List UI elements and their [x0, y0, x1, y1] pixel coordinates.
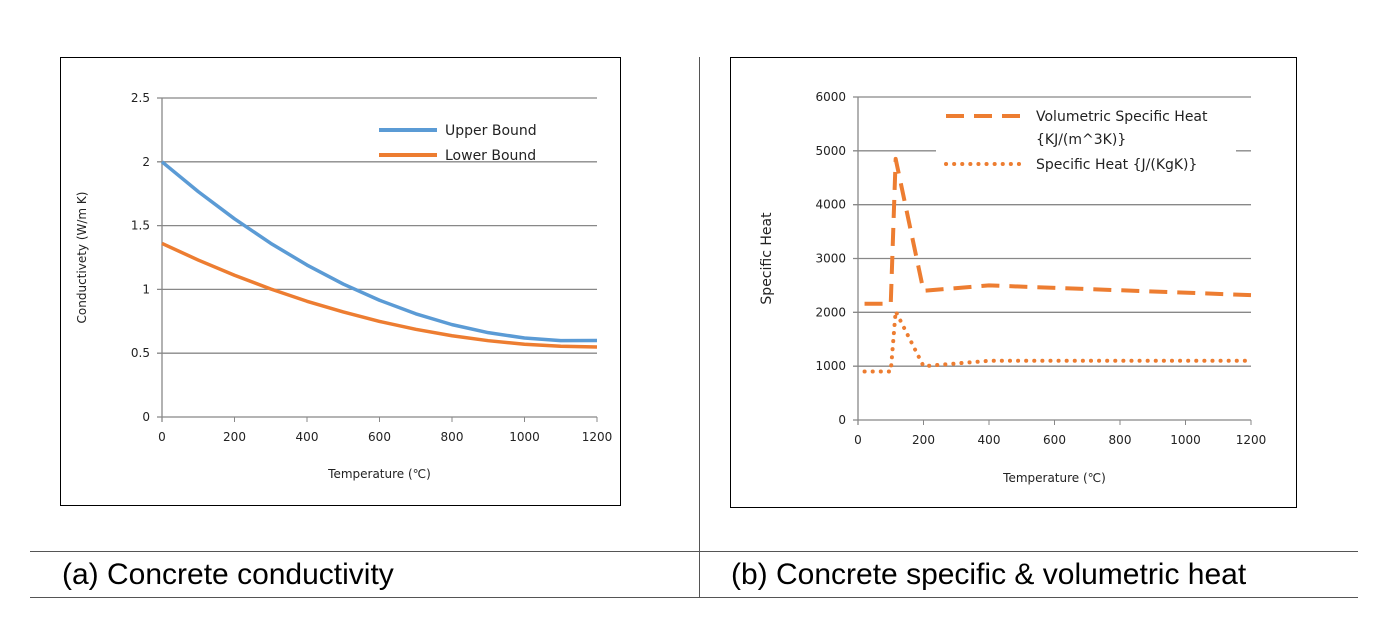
y-tick-label: 1.5 — [131, 219, 150, 233]
x-tick-label: 400 — [296, 430, 319, 444]
x-tick-label: 800 — [441, 430, 464, 444]
column-divider — [699, 57, 700, 597]
y-tick-label: 0 — [838, 413, 846, 427]
x-tick-label: 600 — [1043, 433, 1066, 447]
y-tick-label: 5000 — [815, 144, 846, 158]
y-tick-label: 1000 — [815, 359, 846, 373]
y-tick-label: 0 — [142, 410, 150, 424]
legend-background — [936, 98, 1236, 180]
y-tick-label: 4000 — [815, 198, 846, 212]
x-tick-label: 1000 — [509, 430, 540, 444]
y-tick-label: 2000 — [815, 305, 846, 319]
y-axis-label: Specific Heat — [759, 212, 775, 305]
x-tick-label: 1200 — [1236, 433, 1267, 447]
legend-label: {KJ/(m^3K)} — [1036, 132, 1126, 148]
x-tick-label: 400 — [978, 433, 1001, 447]
series-line-0 — [160, 160, 598, 343]
x-tick-label: 200 — [912, 433, 935, 447]
x-tick-label: 0 — [158, 430, 166, 444]
y-tick-label: 3000 — [815, 252, 846, 266]
caption-bottom-rule — [30, 597, 1358, 598]
legend-background — [369, 112, 579, 160]
legend-label: Lower Bound — [445, 148, 536, 164]
conductivity-chart: 0 0.5 1 1.5 2 2.5 0 200 400 600 800 1000 1200 Tempera… — [75, 91, 613, 481]
caption-top-rule — [30, 551, 1358, 552]
x-tick-label: 1000 — [1170, 433, 1201, 447]
y-tick-label: 1 — [142, 282, 150, 296]
y-tick-label: 6000 — [815, 90, 846, 104]
specific-heat-chart-frame: 0 1000 2000 3000 4000 5000 6000 0 200 400 600 800 10… — [730, 57, 1297, 508]
y-tick-label: 2 — [142, 155, 150, 169]
caption-a: (a) Concrete conductivity — [62, 558, 394, 591]
x-tick-label: 800 — [1109, 433, 1132, 447]
y-tick-label: 0.5 — [131, 346, 150, 360]
caption-b: (b) Concrete specific & volumetric heat — [731, 558, 1247, 591]
x-axis-label: Temperature (℃) — [327, 467, 431, 481]
x-tick-label: 0 — [854, 433, 862, 447]
legend-label: Specific Heat {J/(KgK)} — [1036, 157, 1197, 173]
series-line-0 — [864, 156, 1252, 306]
legend-label: Volumetric Specific Heat — [1036, 109, 1208, 125]
specific-heat-chart: 0 1000 2000 3000 4000 5000 6000 0 200 400 600 800 10… — [759, 90, 1267, 485]
y-axis-label: Conductivety (W/m K) — [75, 192, 89, 324]
x-tick-label: 1200 — [582, 430, 613, 444]
series-line-1 — [862, 309, 1253, 374]
x-axis-label: Temperature (℃) — [1002, 471, 1106, 485]
conductivity-chart-frame: 0 0.5 1 1.5 2 2.5 0 200 400 600 800 1000 1200 Tempera… — [60, 57, 621, 506]
x-tick-label: 200 — [223, 430, 246, 444]
x-tick-label: 600 — [368, 430, 391, 444]
series-line-1 — [161, 241, 598, 349]
y-tick-label: 2.5 — [131, 91, 150, 105]
legend-label: Upper Bound — [445, 123, 537, 139]
